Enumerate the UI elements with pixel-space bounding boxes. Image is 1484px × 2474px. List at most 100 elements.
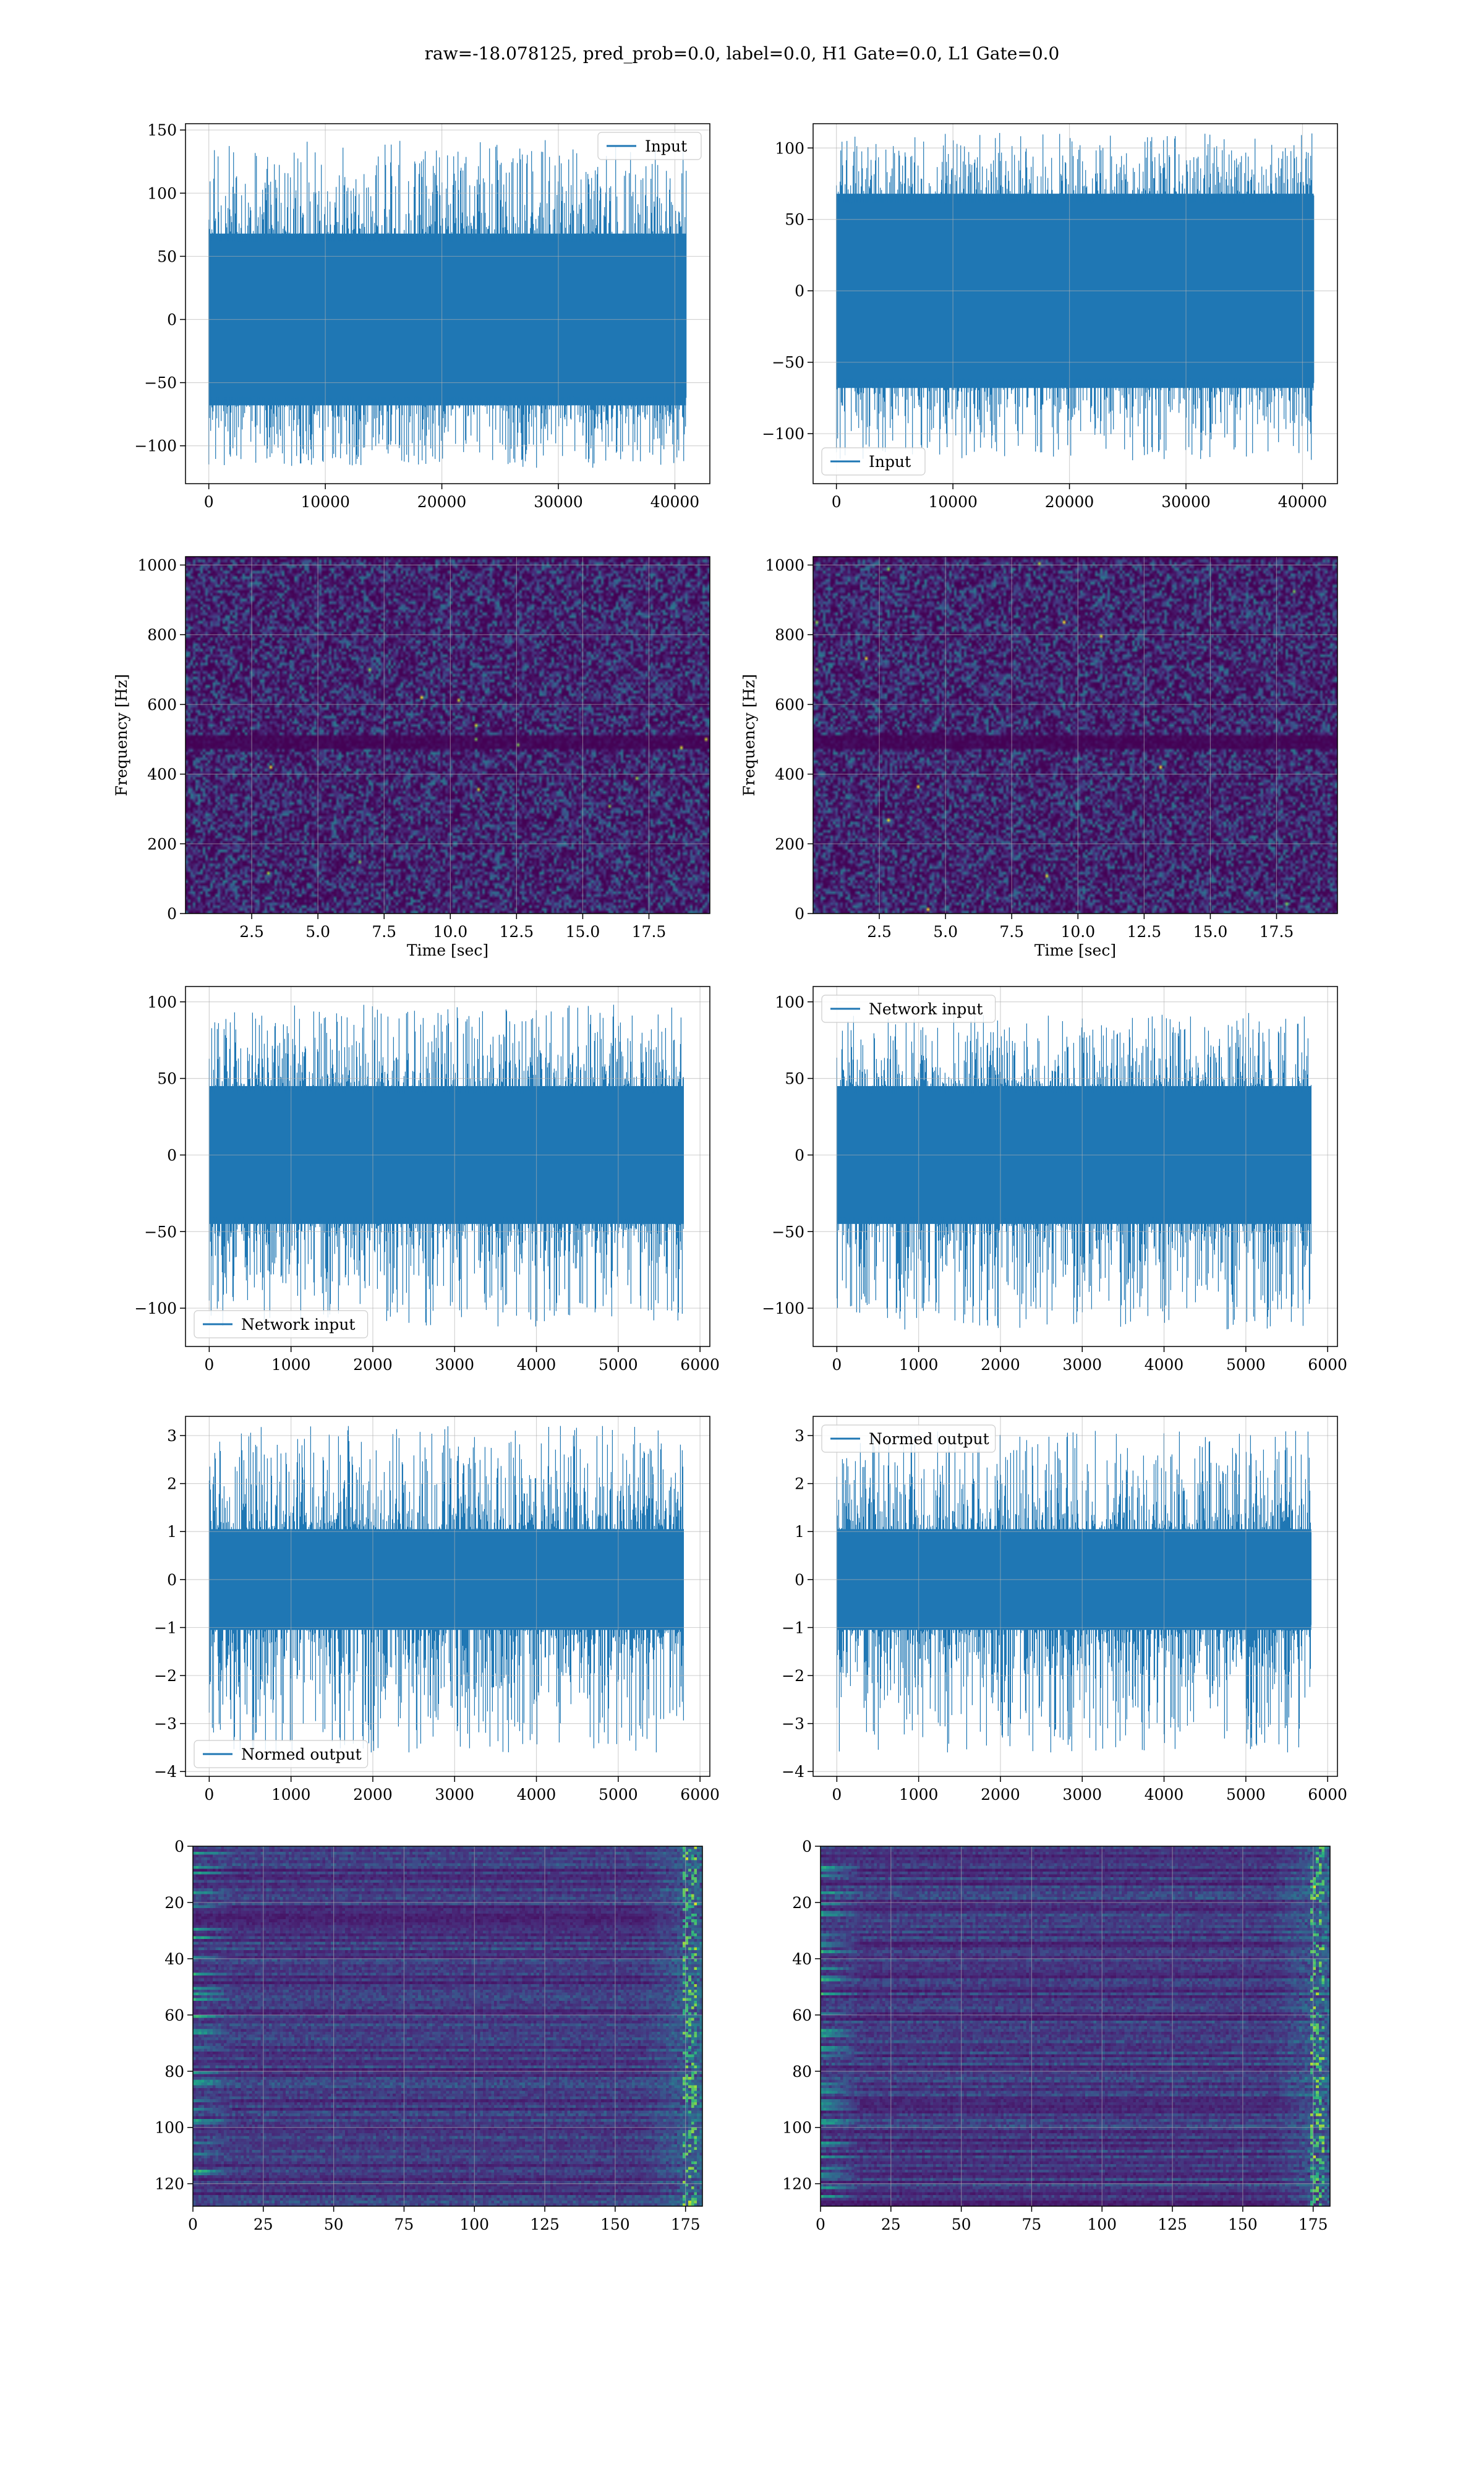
x-tick-label: 6000 (1308, 1786, 1347, 1804)
x-tick-label: 40000 (1278, 493, 1328, 511)
y-tick-label: 100 (775, 139, 804, 157)
x-tick-label: 3000 (1062, 1786, 1102, 1804)
legend: Normed output (821, 1424, 996, 1453)
x-tick-label: 7.5 (372, 923, 396, 941)
x-tick-label: 0 (188, 2215, 198, 2233)
plot-area (821, 1846, 1330, 2206)
x-tick-label: 20000 (1045, 493, 1094, 511)
y-tick-label: −2 (782, 1667, 804, 1685)
axes-frame (820, 1846, 1331, 2207)
y-tick-label: −100 (762, 1299, 804, 1317)
x-tick-label: 30000 (1161, 493, 1211, 511)
y-tick-label: 150 (147, 121, 177, 139)
y-tick-label: 50 (785, 1070, 804, 1088)
y-tick-label: −50 (772, 1223, 804, 1241)
x-tick-label: 6000 (1308, 1356, 1347, 1374)
series-line-detail (208, 140, 687, 468)
x-tick-label: 1000 (271, 1786, 311, 1804)
x-tick-label: 15.0 (566, 923, 600, 941)
legend: Input (821, 447, 926, 476)
legend: Normed output (194, 1740, 369, 1768)
x-tick-label: 3000 (435, 1356, 474, 1374)
axes-frame (812, 556, 1338, 914)
x-tick-label: 2.5 (867, 923, 892, 941)
x-tick-label: 4000 (1145, 1786, 1184, 1804)
plot-area (836, 133, 1315, 461)
y-axis-label: Frequency [Hz] (740, 674, 758, 797)
x-tick-label: 25 (254, 2215, 273, 2233)
series-line-detail (836, 1431, 1311, 1753)
spectrogram-image (813, 557, 1337, 914)
figure-title: raw=-18.078125, pred_prob=0.0, label=0.0… (424, 43, 1060, 64)
x-tick-label: 12.5 (500, 923, 534, 941)
y-tick-label: −4 (154, 1763, 177, 1781)
x-tick-label: 0 (832, 1786, 842, 1804)
y-tick-label: −100 (762, 425, 804, 443)
panel-features-h1: 0 25 50 75 100 125 150 175 0 20 40 60 80 100 120 (155, 1838, 703, 2233)
x-tick-label: 4000 (517, 1356, 556, 1374)
x-tick-label: 2000 (981, 1786, 1020, 1804)
x-tick-label: 5000 (599, 1786, 638, 1804)
x-tick-label: 75 (1022, 2215, 1042, 2233)
grid (186, 1416, 710, 1776)
y-tick-label: −4 (782, 1763, 804, 1781)
y-tick-label: 1 (167, 1523, 177, 1541)
y-tick-label: 60 (792, 2006, 812, 2024)
axes-frame (185, 556, 710, 914)
x-tick-label: 25 (881, 2215, 901, 2233)
y-tick-label: 0 (167, 311, 177, 329)
axes-frame (812, 123, 1338, 484)
x-tick-label: 2.5 (239, 923, 264, 941)
x-axis-label: Time [sec] (407, 941, 488, 959)
y-tick-label: 3 (167, 1427, 177, 1445)
x-tick-label: 17.5 (1260, 923, 1294, 941)
grid (186, 124, 710, 484)
y-tick-label: 0 (795, 1571, 804, 1589)
x-tick-label: 175 (671, 2215, 701, 2233)
y-tick-label: 3 (795, 1427, 804, 1445)
y-tick-label: 800 (775, 626, 804, 644)
y-tick-label: 120 (155, 2175, 184, 2193)
legend-label: Input (869, 453, 911, 471)
y-tick-label: 50 (785, 211, 804, 229)
y-tick-label: 50 (157, 247, 177, 265)
x-tick-label: 1000 (271, 1356, 311, 1374)
legend-label: Network input (869, 1000, 983, 1018)
y-tick-label: 0 (802, 1838, 812, 1856)
panel-network-h1: 0 1000 2000 3000 4000 5000 6000 −100 −50 0 50 100 Ne… (134, 986, 720, 1374)
x-tick-label: 3000 (1062, 1356, 1102, 1374)
x-tick-label: 150 (1228, 2215, 1258, 2233)
legend-label: Input (645, 137, 687, 155)
x-tick-label: 10000 (928, 493, 978, 511)
plot-area (836, 1012, 1311, 1330)
y-tick-label: −50 (144, 374, 177, 392)
series-line-detail (836, 1012, 1311, 1330)
x-tick-label: 2000 (353, 1356, 393, 1374)
x-tick-label: 6000 (680, 1356, 720, 1374)
y-tick-label: 100 (775, 993, 804, 1011)
grid (813, 987, 1337, 1346)
y-tick-label: −3 (782, 1715, 804, 1733)
x-axis-label: Time [sec] (1034, 941, 1116, 959)
y-tick-label: 0 (167, 905, 177, 923)
x-tick-label: 125 (530, 2215, 560, 2233)
y-tick-label: 0 (174, 1838, 184, 1856)
legend-box (194, 1740, 369, 1768)
y-tick-label: −50 (772, 354, 804, 372)
spectrogram-image (186, 557, 710, 914)
plot-area (813, 557, 1337, 914)
x-tick-label: 150 (600, 2215, 630, 2233)
legend: Input (597, 132, 702, 160)
axes-frame (812, 986, 1338, 1347)
legend-box (821, 447, 926, 476)
y-tick-label: 0 (167, 1571, 177, 1589)
x-tick-label: 7.5 (999, 923, 1024, 941)
y-tick-label: −1 (154, 1619, 177, 1637)
grid (813, 1416, 1337, 1776)
x-tick-label: 0 (816, 2215, 825, 2233)
y-tick-label: −100 (134, 437, 177, 455)
plot-area (193, 1846, 702, 2206)
legend-label: Normed output (241, 1745, 362, 1763)
y-axis-label: Frequency [Hz] (113, 674, 130, 797)
x-tick-label: 10000 (301, 493, 350, 511)
